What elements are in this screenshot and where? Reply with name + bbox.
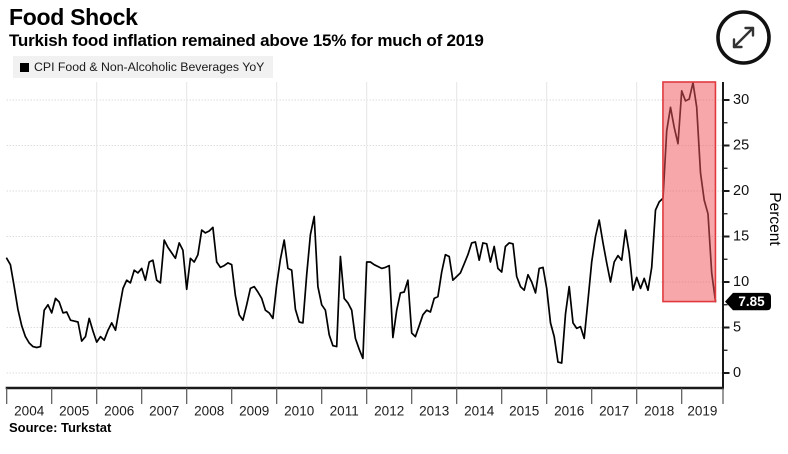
last-value-tag [725, 292, 771, 311]
x-year-label: 2006 [104, 404, 134, 419]
y-tick-label: 0 [733, 365, 741, 381]
legend-swatch-icon [20, 62, 29, 72]
x-year-label: 2017 [599, 404, 629, 419]
y-tick-label: 10 [733, 274, 749, 290]
x-year-label: 2010 [284, 404, 314, 419]
y-tick-label: 25 [733, 138, 749, 154]
y-tick-label: 30 [733, 92, 749, 108]
y-tick-label: 20 [733, 183, 749, 199]
legend: CPI Food & Non-Alcoholic Beverages YoY [13, 56, 274, 78]
x-year-label: 2011 [330, 404, 359, 419]
cpi-food-line-series [5, 81, 717, 364]
expand-button[interactable] [712, 6, 775, 69]
horizontal-gridlines [6, 99, 723, 374]
x-year-label: 2009 [239, 404, 269, 419]
x-axis-ticks: 2004 2005 2006 2007 2008 2009 2010 2011 2012 2013… [6, 388, 724, 419]
vertical-gridlines [96, 82, 638, 386]
x-year-label: 2018 [644, 404, 674, 419]
y-axis-ticks: 0 5 10 15 20 25 30 [723, 92, 749, 381]
legend-label: CPI Food & Non-Alcoholic Beverages YoY [34, 60, 265, 74]
page-title: Food Shock [9, 4, 138, 30]
x-year-label: 2005 [59, 404, 89, 419]
x-year-label: 2016 [554, 404, 584, 419]
x-year-label: 2008 [194, 404, 224, 419]
chart-subtitle: Turkish food inflation remained above 15… [9, 31, 484, 50]
x-year-label: 2015 [509, 404, 539, 419]
expand-arrow-icon [732, 26, 755, 49]
last-value-label: 7.85 [738, 294, 765, 309]
x-year-label: 2013 [419, 404, 449, 419]
x-year-label: 2014 [464, 404, 495, 419]
source-note: Source: Turkstat [9, 420, 112, 435]
x-year-label: 2007 [149, 404, 179, 419]
y-tick-label: 15 [733, 229, 749, 245]
x-year-label: 2004 [14, 404, 45, 419]
x-year-label: 2012 [374, 404, 404, 419]
x-year-label: 2019 [687, 404, 717, 419]
highlight-region-2019 [662, 81, 717, 303]
y-axis-title: Percent [766, 192, 783, 246]
y-tick-label: 5 [733, 320, 741, 336]
